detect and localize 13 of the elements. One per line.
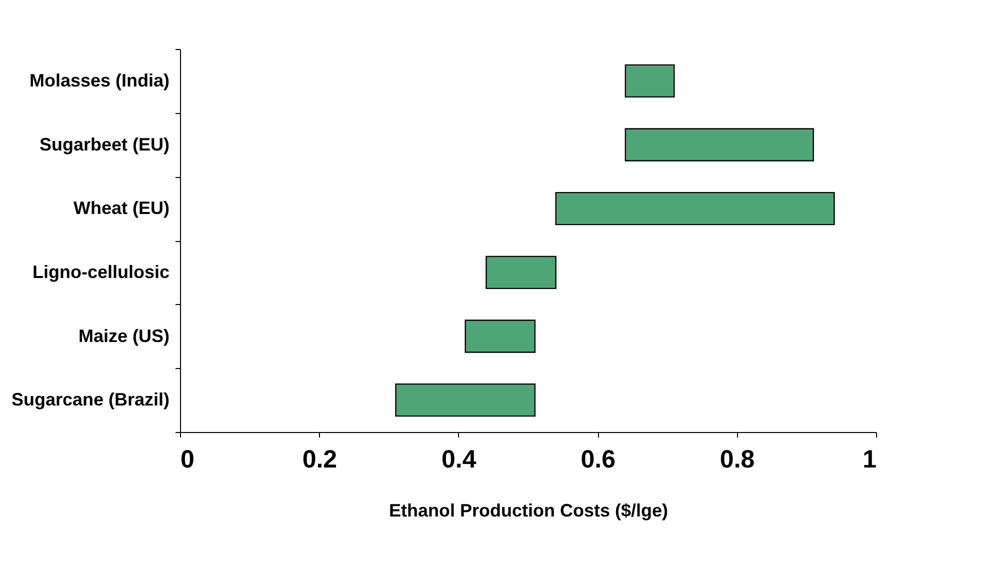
y-tick-label: Sugarbeet (EU) bbox=[39, 134, 170, 154]
y-tick-label: Sugarcane (Brazil) bbox=[11, 390, 170, 410]
y-tick-label: Wheat (EU) bbox=[74, 198, 170, 218]
x-tick-label: 0.6 bbox=[580, 446, 616, 474]
x-tick-label: 0.4 bbox=[442, 446, 476, 474]
x-tick-label: 0.2 bbox=[302, 446, 338, 474]
x-tick-label: 1 bbox=[862, 446, 877, 474]
y-tick-label: Ligno-cellulosic bbox=[32, 262, 170, 282]
x-tick-label: 0 bbox=[180, 446, 194, 474]
y-tick-label: Molasses (India) bbox=[29, 70, 170, 90]
y-tick-label: Maize (US) bbox=[78, 326, 170, 346]
x-axis-title: Ethanol Production Costs ($/lge) bbox=[388, 500, 668, 520]
x-tick-label: 0.8 bbox=[720, 446, 755, 474]
